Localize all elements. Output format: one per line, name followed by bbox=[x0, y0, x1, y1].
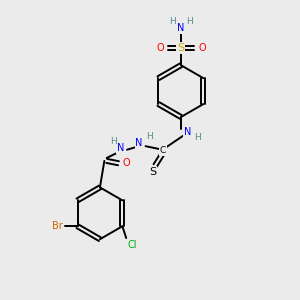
Text: S: S bbox=[149, 167, 156, 177]
Text: H: H bbox=[186, 16, 193, 26]
Text: N: N bbox=[135, 138, 143, 148]
Text: N: N bbox=[184, 127, 191, 137]
Text: S: S bbox=[177, 43, 184, 53]
Text: O: O bbox=[156, 43, 164, 53]
Text: H: H bbox=[146, 132, 152, 141]
Text: Cl: Cl bbox=[127, 240, 136, 250]
Text: O: O bbox=[198, 43, 206, 53]
Text: O: O bbox=[123, 158, 130, 168]
Text: H: H bbox=[110, 137, 117, 146]
Text: H: H bbox=[169, 16, 176, 26]
Text: C: C bbox=[160, 146, 166, 155]
Text: N: N bbox=[177, 23, 184, 33]
Text: Br: Br bbox=[52, 221, 63, 231]
Text: N: N bbox=[117, 143, 124, 153]
Text: H: H bbox=[194, 133, 200, 142]
